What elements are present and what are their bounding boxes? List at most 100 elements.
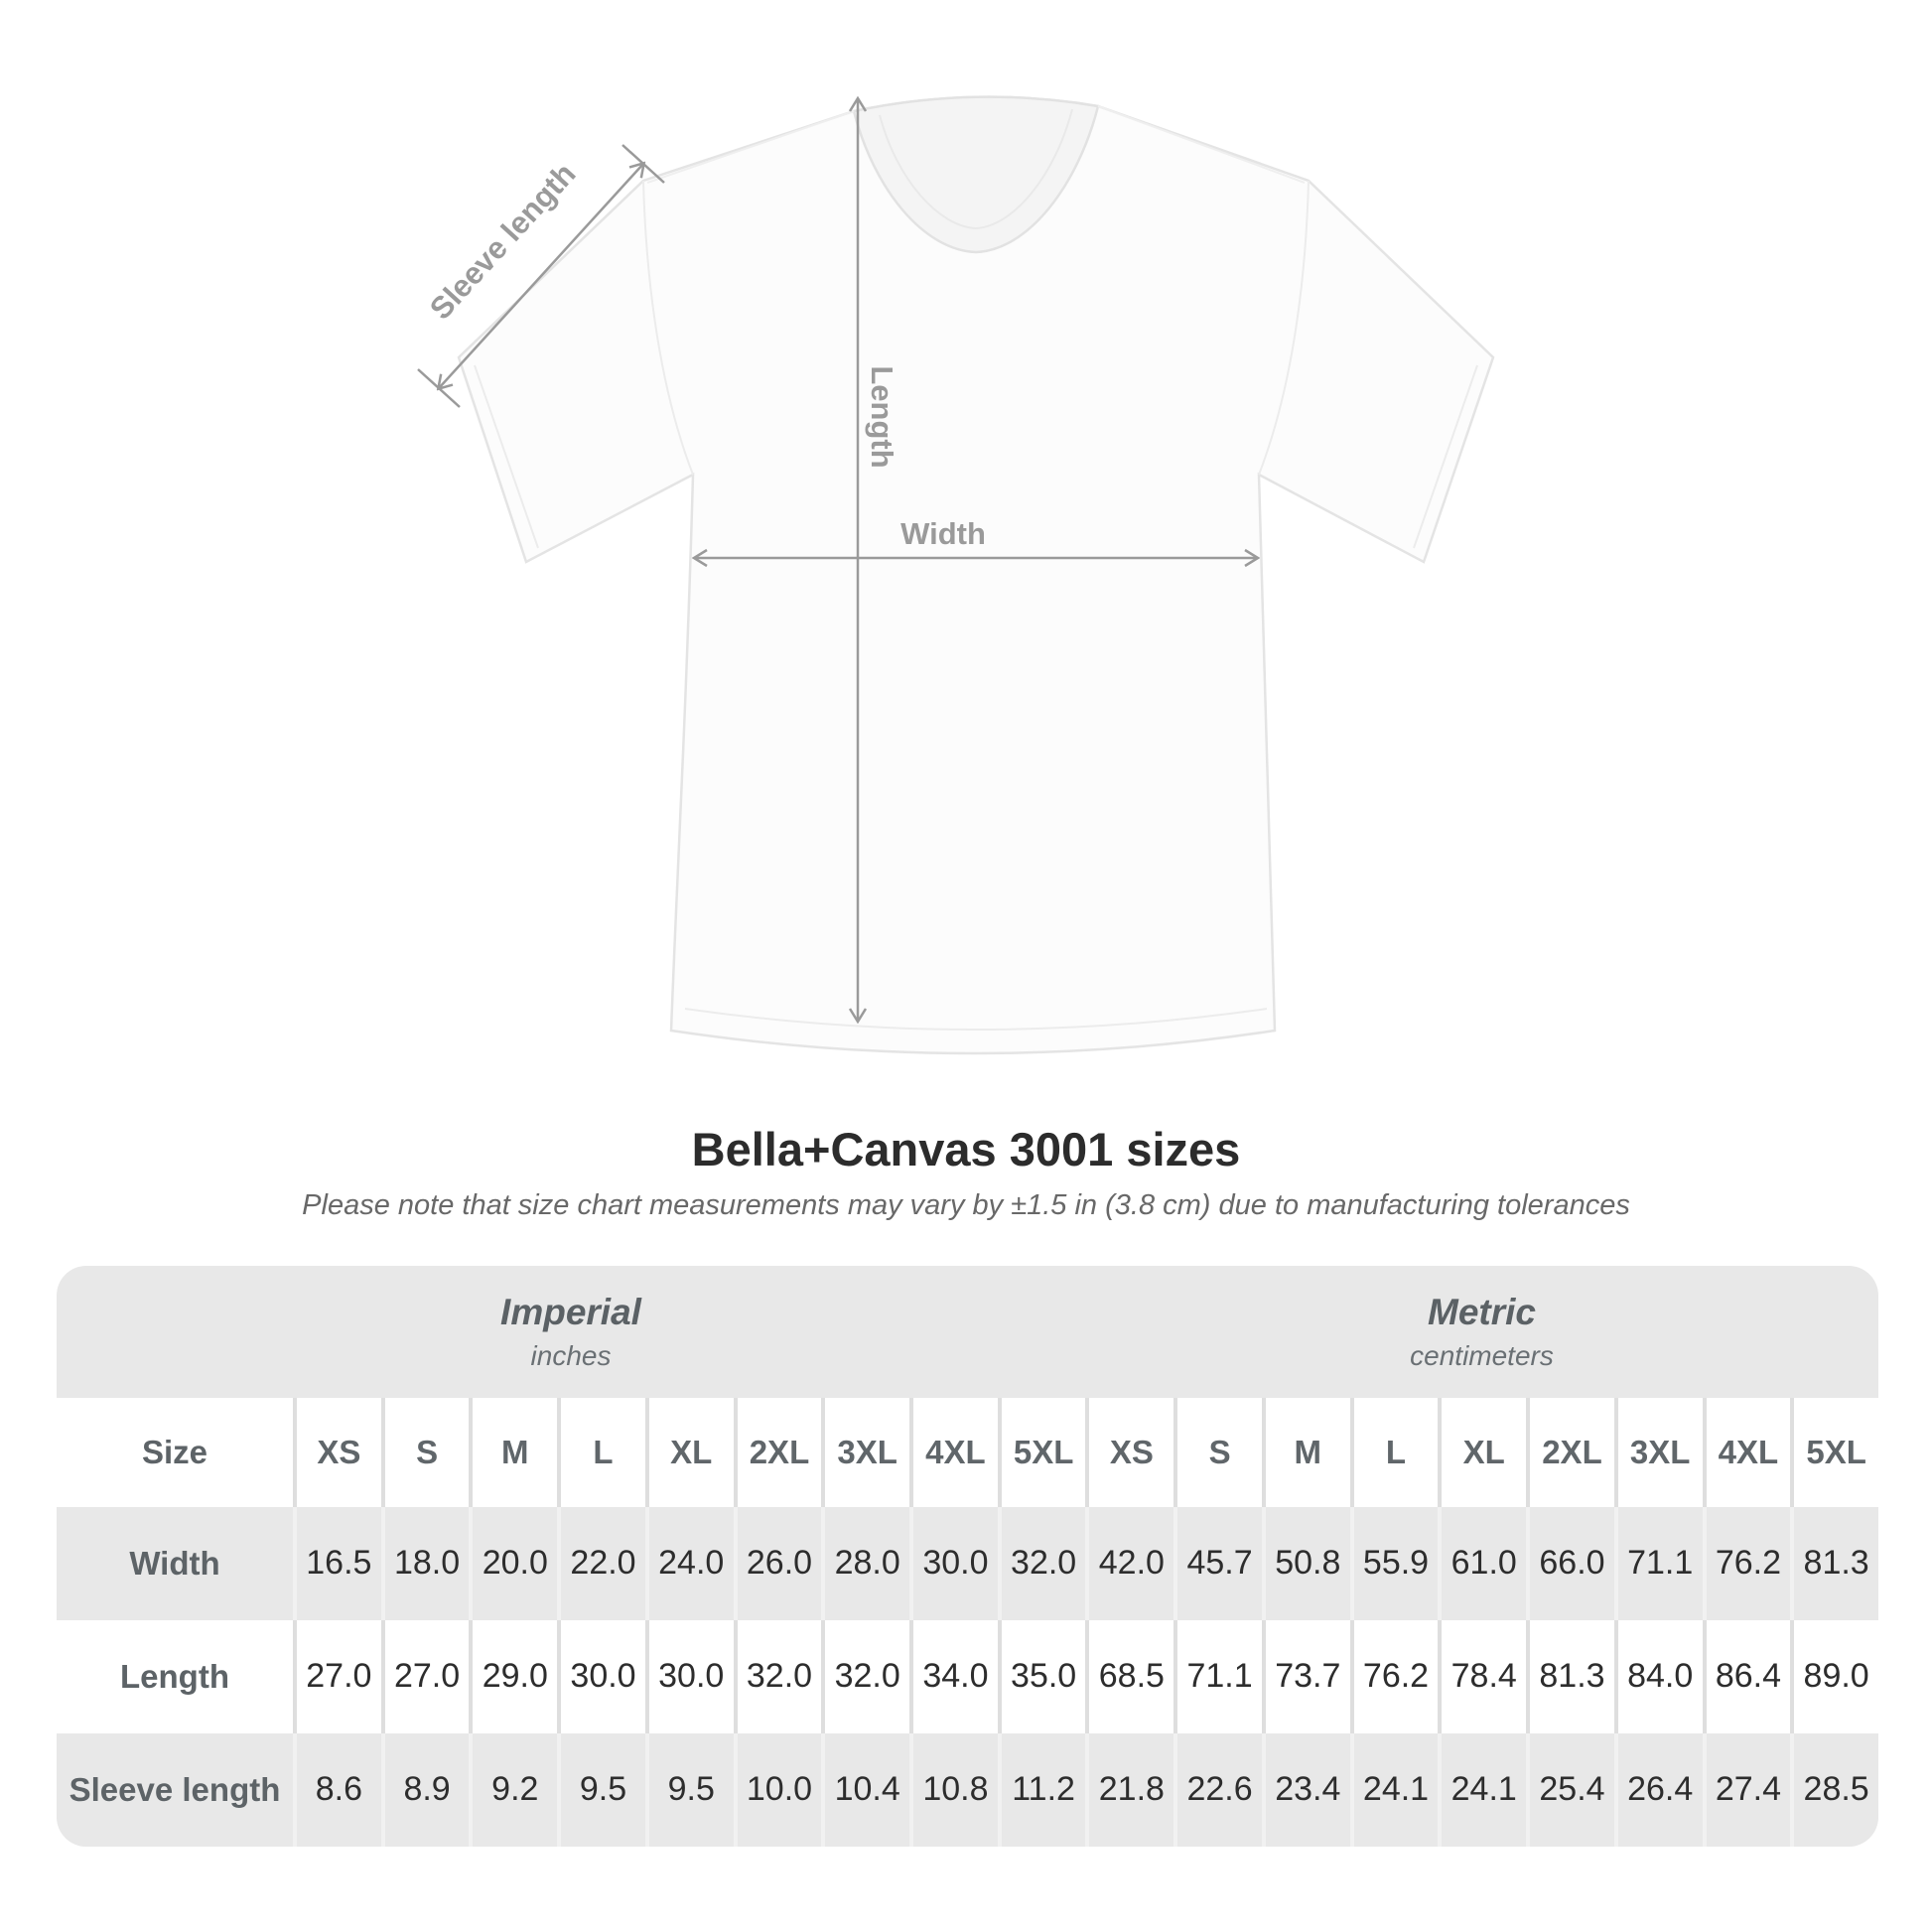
tshirt-collar-stitch	[879, 108, 1073, 230]
size-header-row: Size XS S M L XL 2XL 3XL 4XL 5XL XS S M L XL 2XL 3XL 4XL 5…	[57, 1397, 1878, 1507]
tolerance-note: Please note that size chart measurements…	[302, 1188, 1630, 1221]
measurement-cell: 22.6	[1177, 1732, 1262, 1847]
measurement-cell: 23.4	[1265, 1732, 1350, 1847]
tshirt-illustration	[457, 95, 1495, 1055]
measurement-cell: 25.4	[1530, 1732, 1614, 1847]
imperial-header: Imperial inches	[57, 1266, 1085, 1398]
tshirt-measurement-diagram: Sleeve length Length Width	[417, 95, 1495, 1055]
tshirt-neck-opening	[852, 95, 1100, 254]
measurement-cell: 76.2	[1706, 1506, 1791, 1620]
measurement-cell: 34.0	[913, 1619, 998, 1733]
size-header-imperial-3xl: 3XL	[825, 1397, 910, 1507]
measurement-cell: 32.0	[737, 1619, 822, 1733]
measurement-cell: 22.0	[561, 1506, 645, 1620]
measurement-cell: 76.2	[1353, 1619, 1439, 1733]
size-header-imperial-4xl: 4XL	[913, 1397, 998, 1507]
tshirt-shoulder-seams	[646, 105, 1306, 184]
size-header-metric-2xl: 2XL	[1530, 1397, 1614, 1507]
measurement-cell: 71.1	[1177, 1619, 1262, 1733]
measurement-cell: 28.0	[825, 1506, 910, 1620]
measurement-cell: 84.0	[1617, 1619, 1703, 1733]
table-row: Length 27.0 27.0 29.0 30.0 30.0 32.0 32.0 34.0 35…	[57, 1619, 1878, 1733]
measurement-cell: 16.5	[297, 1506, 381, 1620]
size-header-imperial-s: S	[384, 1397, 470, 1507]
measurement-cell: 9.5	[648, 1732, 734, 1847]
row-label: Sleeve length	[57, 1732, 293, 1847]
width-label: Width	[900, 516, 986, 551]
measurement-cell: 27.4	[1706, 1732, 1791, 1847]
measurement-cell: 68.5	[1089, 1619, 1174, 1733]
size-header-imperial-5xl: 5XL	[1001, 1397, 1086, 1507]
measurement-cell: 30.0	[648, 1619, 734, 1733]
measurement-cell: 29.0	[473, 1619, 558, 1733]
measurement-cell: 45.7	[1177, 1506, 1262, 1620]
size-header-metric-l: L	[1353, 1397, 1439, 1507]
measurement-cell: 32.0	[1001, 1506, 1086, 1620]
measurement-cell: 10.8	[913, 1732, 998, 1847]
measurement-cell: 66.0	[1530, 1506, 1614, 1620]
tshirt-diagram-svg: Sleeve length Length Width	[417, 95, 1495, 1055]
size-header-metric-5xl: 5XL	[1794, 1397, 1878, 1507]
imperial-title: Imperial	[500, 1291, 641, 1332]
page-title: Bella+Canvas 3001 sizes	[691, 1123, 1241, 1175]
measurement-cell: 42.0	[1089, 1506, 1174, 1620]
size-header-imperial-m: M	[473, 1397, 558, 1507]
measurement-cell: 71.1	[1617, 1506, 1703, 1620]
sleeve-length-arrow	[439, 164, 643, 388]
measurement-cell: 24.1	[1442, 1732, 1527, 1847]
metric-header: Metric centimeters	[1085, 1266, 1878, 1398]
metric-title: Metric	[1428, 1291, 1536, 1332]
measurement-cell: 81.3	[1530, 1619, 1614, 1733]
size-table: Imperial inches Metric centimeters Size X…	[57, 1265, 1878, 1847]
size-header-metric-xs: XS	[1089, 1397, 1174, 1507]
row-label: Length	[57, 1619, 293, 1733]
measurement-cell: 81.3	[1794, 1506, 1878, 1620]
measurement-cell: 27.0	[297, 1619, 381, 1733]
measurement-cell: 55.9	[1353, 1506, 1439, 1620]
table-row: Sleeve length 8.6 8.9 9.2 9.5 9.5 10.0 10.4 10.8…	[57, 1732, 1878, 1847]
measurement-cell: 8.6	[297, 1732, 381, 1847]
size-header-metric-m: M	[1265, 1397, 1350, 1507]
measurement-cell: 32.0	[825, 1619, 910, 1733]
measurement-cell: 20.0	[473, 1506, 558, 1620]
measurement-arrows	[417, 99, 1257, 1021]
measurement-cell: 9.5	[561, 1732, 645, 1847]
measurement-cell: 9.2	[473, 1732, 558, 1847]
size-header-imperial-2xl: 2XL	[737, 1397, 822, 1507]
measurement-cell: 10.0	[737, 1732, 822, 1847]
sleeve-arrow-end-ticks	[417, 144, 665, 408]
measurement-cell: 78.4	[1442, 1619, 1527, 1733]
measurement-cell: 50.8	[1265, 1506, 1350, 1620]
unit-header-band: Imperial inches Metric centimeters	[57, 1265, 1878, 1398]
measurement-cell: 86.4	[1706, 1619, 1791, 1733]
size-header-metric-4xl: 4XL	[1706, 1397, 1791, 1507]
size-header-imperial-xs: XS	[297, 1397, 381, 1507]
title-block: Bella+Canvas 3001 sizes Please note that…	[0, 1124, 1932, 1222]
size-table-rows: Size XS S M L XL 2XL 3XL 4XL 5XL XS S M L XL 2XL 3XL 4XL 5…	[57, 1397, 1878, 1847]
length-label: Length	[865, 365, 899, 468]
measurement-cell: 18.0	[384, 1506, 470, 1620]
size-header-metric-xl: XL	[1442, 1397, 1527, 1507]
size-header-metric-s: S	[1177, 1397, 1262, 1507]
size-header-imperial-xl: XL	[648, 1397, 734, 1507]
measurement-cell: 8.9	[384, 1732, 470, 1847]
size-column-header: Size	[57, 1397, 293, 1507]
measurement-cell: 35.0	[1001, 1619, 1086, 1733]
measurement-cell: 73.7	[1265, 1619, 1350, 1733]
measurement-cell: 21.8	[1089, 1732, 1174, 1847]
row-label: Width	[57, 1506, 293, 1620]
measurement-cell: 11.2	[1001, 1732, 1086, 1847]
size-header-imperial-l: L	[561, 1397, 645, 1507]
measurement-cell: 24.0	[648, 1506, 734, 1620]
measurement-cell: 26.0	[737, 1506, 822, 1620]
imperial-unit: inches	[530, 1339, 612, 1371]
measurement-cell: 24.1	[1353, 1732, 1439, 1847]
measurement-cell: 10.4	[825, 1732, 910, 1847]
measurement-cell: 28.5	[1794, 1732, 1878, 1847]
tshirt-hem-stitches	[474, 364, 1478, 1031]
metric-unit: centimeters	[1410, 1339, 1554, 1371]
measurement-cell: 89.0	[1794, 1619, 1878, 1733]
measurement-cell: 61.0	[1442, 1506, 1527, 1620]
measurement-cell: 30.0	[561, 1619, 645, 1733]
